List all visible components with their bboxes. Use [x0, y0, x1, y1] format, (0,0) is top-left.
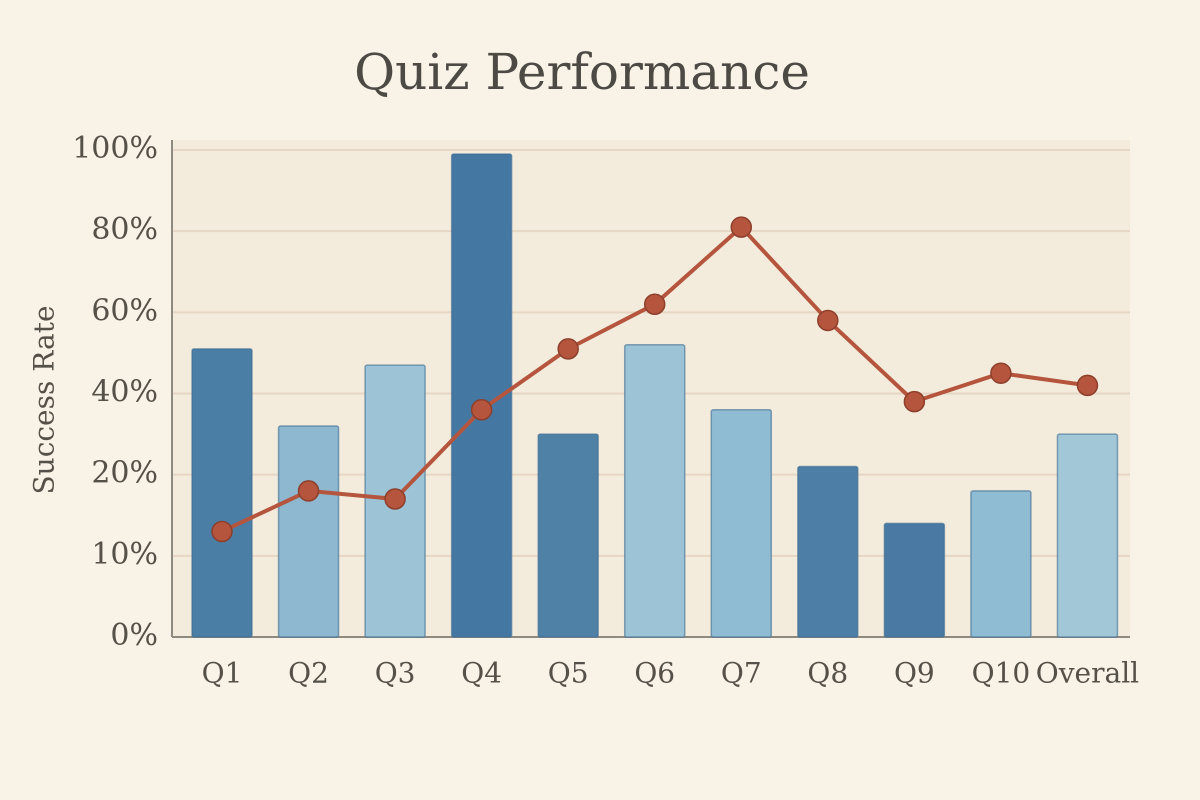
bar — [797, 465, 859, 638]
bar — [883, 522, 946, 638]
line-point — [470, 398, 493, 421]
x-tick-label: Overall — [1036, 657, 1139, 690]
y-tick-label: 100% — [72, 131, 158, 166]
y-tick-label: 20% — [91, 456, 158, 491]
bar — [537, 433, 599, 638]
bar — [450, 153, 513, 638]
bar — [970, 490, 1032, 638]
x-tick-label: Q1 — [202, 657, 243, 690]
line-point — [557, 338, 579, 360]
line-point — [730, 216, 753, 238]
y-tick-label: 40% — [91, 375, 158, 410]
bar — [623, 344, 686, 638]
x-tick-label: Q5 — [548, 657, 589, 690]
x-tick-label: Q4 — [461, 657, 502, 690]
y-tick-label: 80% — [91, 212, 158, 247]
line-point — [903, 390, 926, 413]
y-tick-label: 0% — [110, 618, 158, 653]
y-tick-label: 60% — [91, 293, 158, 328]
line-point — [211, 520, 233, 543]
x-tick-label: Q3 — [375, 657, 416, 690]
line-point — [643, 293, 666, 315]
x-tick-label: Q7 — [721, 657, 762, 690]
y-tick-label: 10% — [91, 537, 158, 572]
line-point — [990, 362, 1012, 384]
line-point — [384, 488, 406, 510]
x-tick-label: Q10 — [972, 657, 1031, 690]
bar — [191, 348, 253, 638]
line-point — [297, 480, 320, 502]
bar — [1056, 433, 1119, 638]
x-tick-label: Q6 — [634, 657, 675, 690]
x-tick-label: Q9 — [894, 657, 935, 690]
line-point — [1076, 374, 1099, 397]
chart-title: Quiz Performance — [354, 43, 810, 101]
bar — [710, 408, 773, 638]
bar — [277, 425, 340, 638]
x-tick-label: Q2 — [288, 657, 329, 690]
line-point — [817, 309, 839, 332]
y-axis-title: Success Rate — [28, 305, 61, 494]
x-tick-label: Q8 — [807, 657, 848, 690]
